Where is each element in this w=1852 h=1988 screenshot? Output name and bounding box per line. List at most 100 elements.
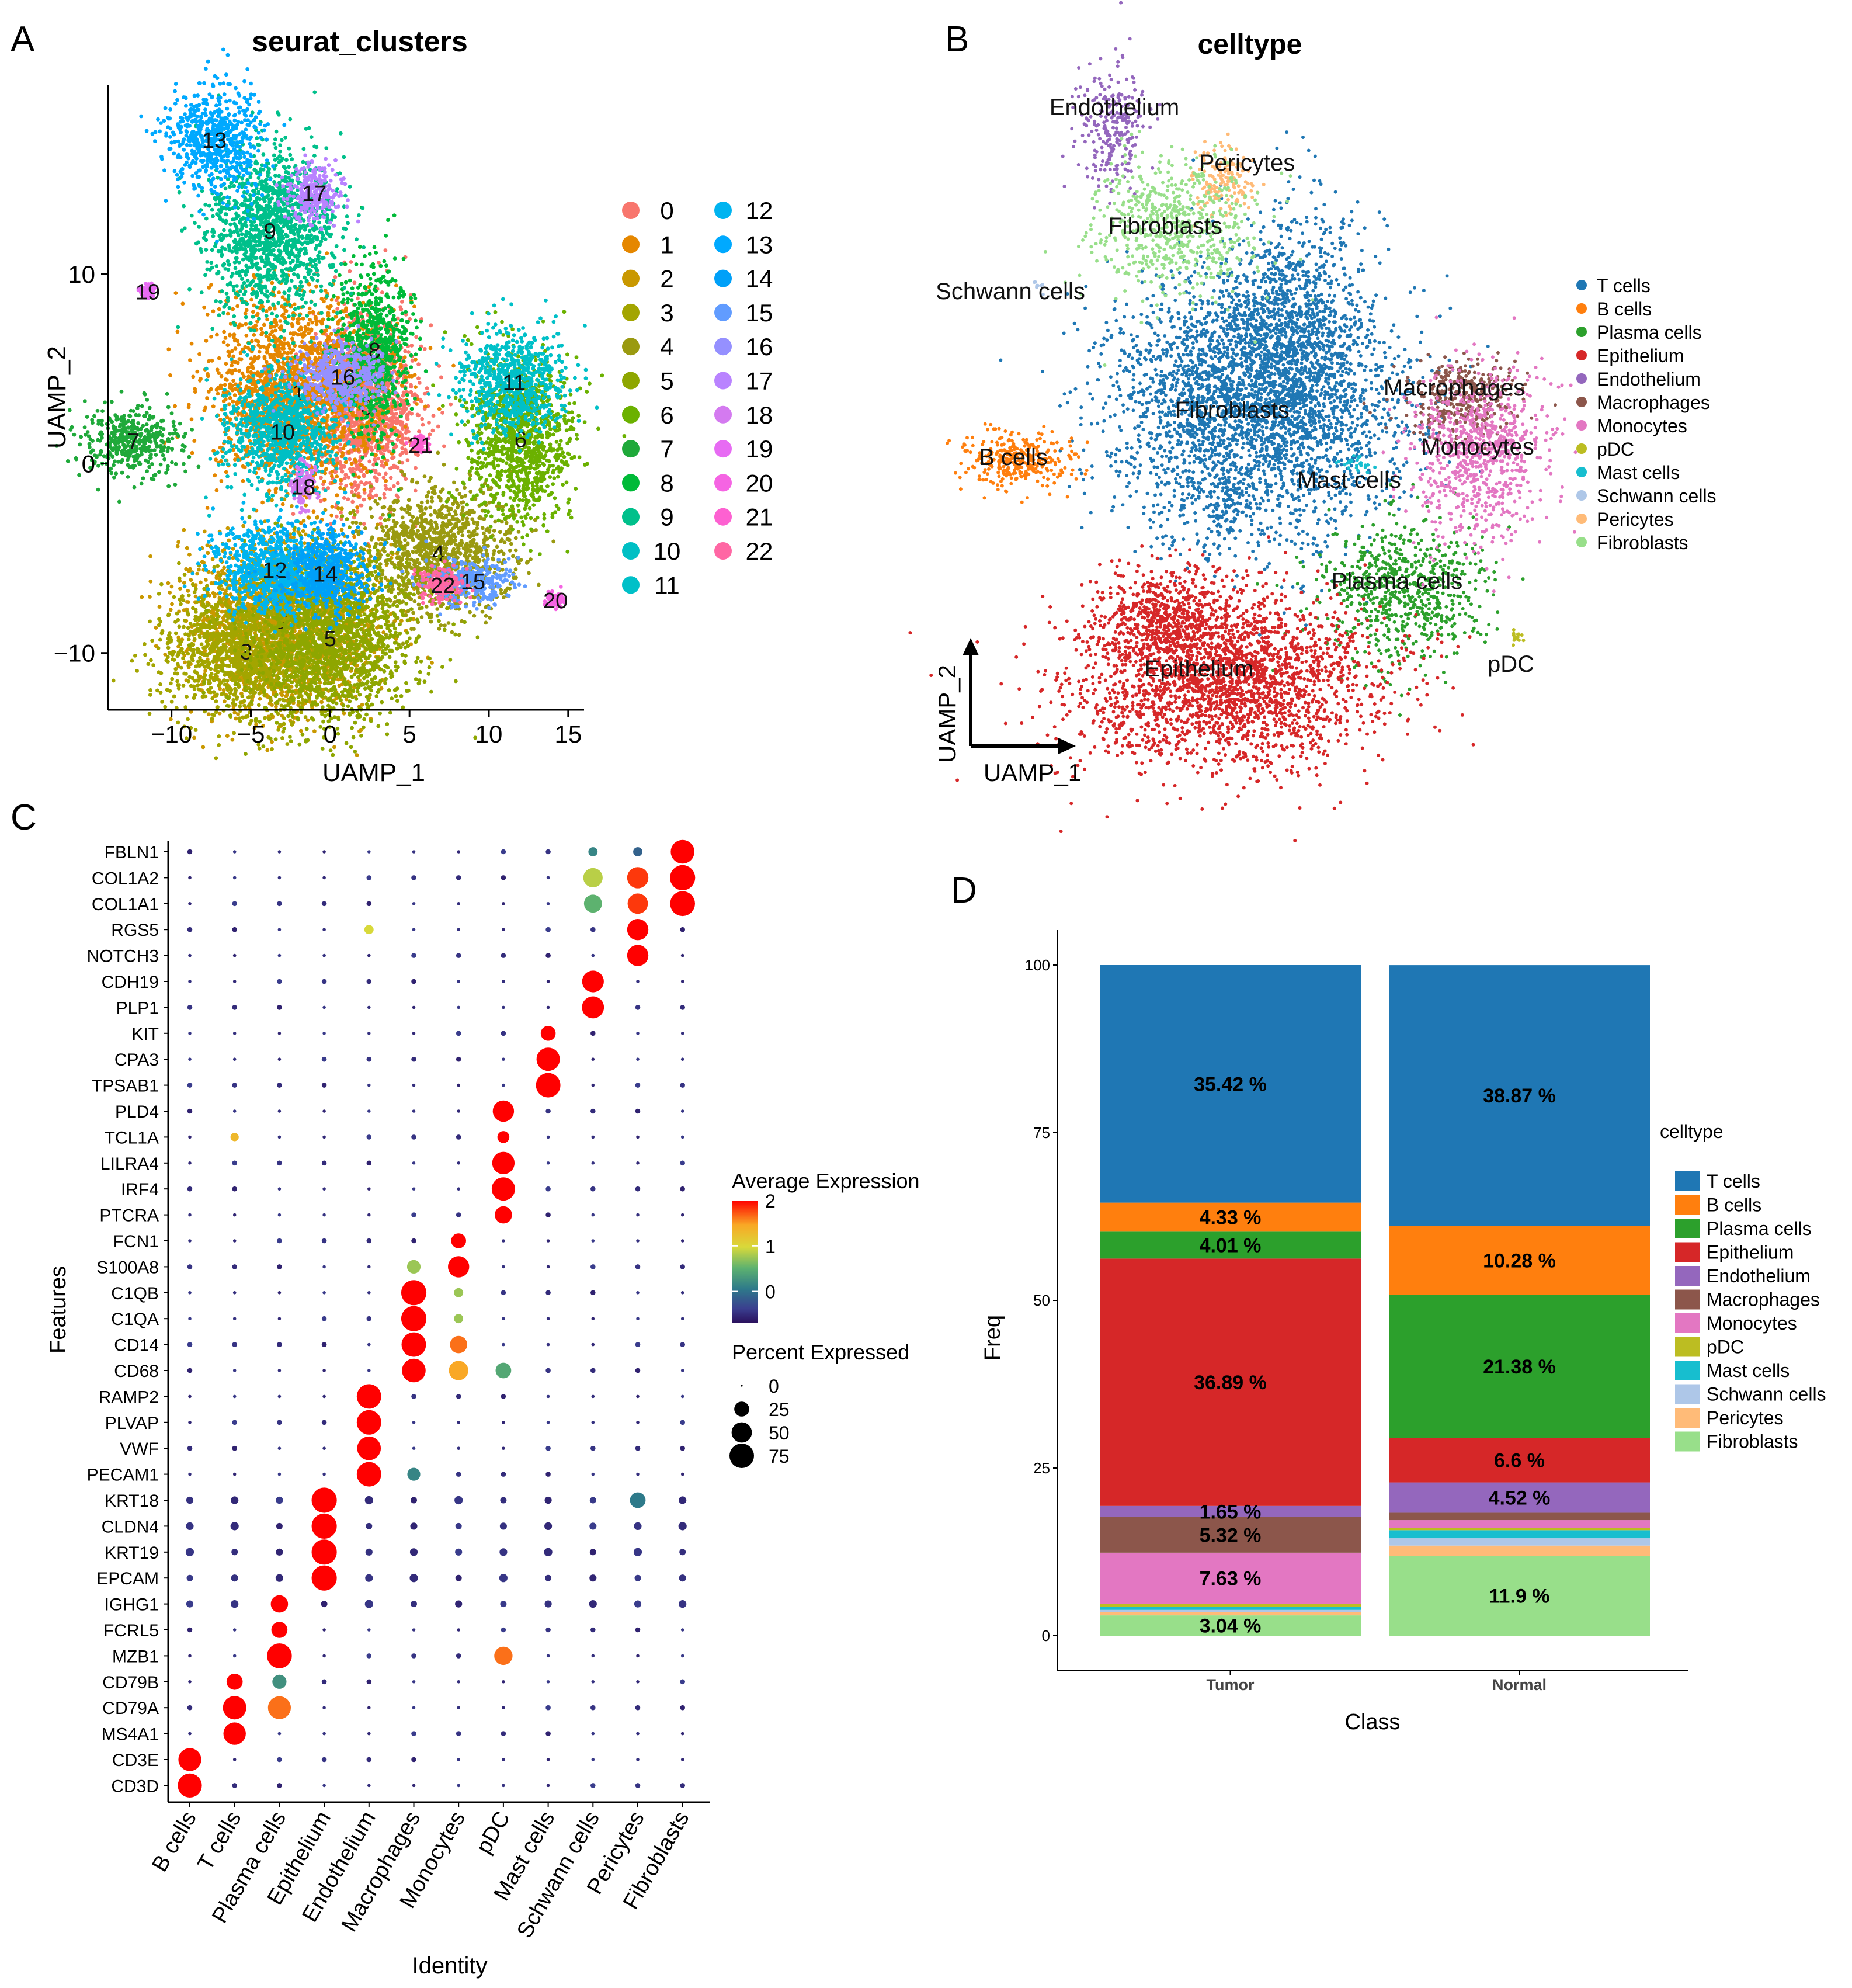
dot-LILRA4-plasma-cells — [277, 1160, 282, 1166]
dot-CD14-monocytes — [450, 1335, 467, 1354]
data-label-tumor-t-cells: 35.42 % — [1194, 1073, 1267, 1095]
dot-RAMP2-plasma-cells — [277, 1394, 282, 1399]
dot-PECAM1-fibroblasts — [680, 1472, 684, 1476]
dot-MS4A1-pericytes — [636, 1732, 640, 1736]
celltype-plasma-cells-points — [1255, 483, 1525, 717]
dot-CD79A-monocytes — [457, 1706, 460, 1709]
celltype-t-cells-points — [1184, 130, 1418, 588]
legend-swatch-epithelium — [1675, 1242, 1700, 1262]
data-label-normal-plasma-cells: 21.38 % — [1483, 1356, 1556, 1378]
panel-a-y-label: UAMP_2 — [43, 346, 71, 449]
feature-label-PLP1: PLP1 — [116, 998, 159, 1018]
cluster-11-label: 11 — [503, 371, 526, 395]
dot-CD68-plasma-cells — [277, 1369, 282, 1372]
legend-swatch-12 — [714, 202, 732, 219]
dot-CD79A-t-cells — [223, 1696, 246, 1720]
dot-CD3D-t-cells — [232, 1783, 238, 1788]
dot-CPA3-monocytes — [456, 1056, 461, 1062]
dot-CD3D-schwann-cells — [590, 1783, 596, 1788]
dot-PLD4-plasma-cells — [277, 1109, 282, 1113]
legend-label-schwann-cells: Schwann cells — [1597, 485, 1717, 506]
x-tick-label: 10 — [475, 720, 503, 748]
dot-CD14-fibroblasts — [680, 1342, 685, 1347]
legend-label-t-cells: T cells — [1597, 275, 1651, 296]
dot-C1QB-plasma-cells — [277, 1291, 282, 1295]
dot-IRF4-pdc — [491, 1177, 515, 1201]
dot-FBLN1-t-cells — [232, 850, 237, 854]
dot-PLVAP-b-cells — [188, 1421, 192, 1424]
bar-tumor-mast-cells — [1100, 1607, 1361, 1610]
dot-CD79B-mast-cells — [546, 1680, 550, 1684]
dot-FCN1-monocytes — [451, 1233, 466, 1248]
dot-PTCRA-schwann-cells — [591, 1213, 595, 1217]
legend-swatch-macrophages — [1576, 397, 1587, 407]
panel-c-dots — [178, 839, 696, 1798]
dot-KRT19-schwann-cells — [589, 1549, 596, 1556]
legend-swatch-10 — [622, 542, 640, 560]
dot-FCRL5-pdc — [501, 1627, 506, 1633]
dot-IRF4-endothelium — [367, 1187, 371, 1191]
dot-RAMP2-monocytes — [456, 1394, 461, 1399]
legend-swatch-19 — [714, 440, 732, 458]
dot-KRT19-plasma-cells — [276, 1548, 283, 1556]
dot-CDH19-schwann-cells — [582, 970, 604, 993]
dot-VWF-monocytes — [457, 1446, 460, 1450]
dot-RGS5-monocytes — [457, 928, 460, 931]
dot-KRT18-macrophages — [411, 1497, 417, 1504]
cluster-21-points — [404, 433, 432, 455]
bar-normal-b-cells — [1389, 1226, 1650, 1295]
dot-KRT19-mast-cells — [544, 1548, 553, 1556]
panel-a-title: seurat_clusters — [252, 25, 468, 58]
dot-CD79B-plasma-cells — [272, 1674, 287, 1689]
legend-label-pdc: pDC — [1597, 439, 1634, 460]
dot-IRF4-fibroblasts — [680, 1186, 685, 1192]
cluster-16-points — [263, 324, 399, 428]
feature-label-MS4A1: MS4A1 — [102, 1725, 159, 1744]
data-label-tumor-endothelium: 1.65 % — [1200, 1501, 1262, 1523]
dot-CD79A-schwann-cells — [590, 1705, 596, 1711]
dot-CPA3-t-cells — [232, 1057, 237, 1061]
data-label-normal-fibroblasts: 11.9 % — [1489, 1585, 1550, 1608]
dot-KRT19-pdc — [499, 1548, 508, 1556]
dot-RAMP2-endothelium — [356, 1384, 381, 1409]
feature-label-FCN1: FCN1 — [113, 1232, 159, 1251]
dot-COL1A1-fibroblasts — [670, 891, 695, 917]
panel-c-x-label: Identity — [412, 1953, 488, 1979]
dot-CD3E-pericytes — [636, 1758, 640, 1761]
dot-COL1A1-b-cells — [188, 902, 192, 905]
feature-label-CLDN4: CLDN4 — [102, 1517, 159, 1536]
dot-FCN1-macrophages — [411, 1238, 416, 1244]
cluster-10-points — [200, 345, 356, 547]
dot-CLDN4-b-cells — [186, 1522, 194, 1530]
cluster-20-label: 20 — [543, 589, 568, 613]
legend-swatch-5 — [622, 372, 640, 390]
feature-label-MZB1: MZB1 — [112, 1647, 159, 1666]
dot-COL1A2-b-cells — [188, 876, 192, 880]
celltype-pdc-points — [1512, 628, 1526, 647]
legend-label-pericytes: Pericytes — [1597, 509, 1674, 530]
dot-CPA3-fibroblasts — [680, 1057, 684, 1061]
legend-label-18: 18 — [746, 401, 773, 429]
y-tick-label: 50 — [1033, 1292, 1050, 1309]
dot-KRT18-mast-cells — [544, 1496, 552, 1504]
cluster-8-points — [293, 205, 428, 518]
legend-label-b-cells: B cells — [1597, 299, 1652, 320]
dot-LILRA4-mast-cells — [546, 1161, 550, 1165]
identity-label-b-cells: B cells — [147, 1807, 201, 1876]
dot-CD3E-endothelium — [366, 1757, 372, 1763]
x-tick-label: −10 — [151, 720, 192, 748]
dot-EPCAM-t-cells — [231, 1574, 238, 1582]
legend-label-plasma-cells: Plasma cells — [1597, 322, 1702, 343]
dot-FCRL5-plasma-cells — [271, 1622, 288, 1638]
dot-CD14-b-cells — [187, 1342, 193, 1347]
dot-PLD4-pdc — [492, 1100, 515, 1122]
size-legend-dot — [731, 1422, 752, 1443]
legend-swatch-plasma-cells — [1576, 327, 1587, 337]
dot-IGHG1-mast-cells — [544, 1600, 552, 1608]
dot-TPSAB1-fibroblasts — [680, 1083, 685, 1088]
dot-MZB1-fibroblasts — [680, 1654, 684, 1658]
